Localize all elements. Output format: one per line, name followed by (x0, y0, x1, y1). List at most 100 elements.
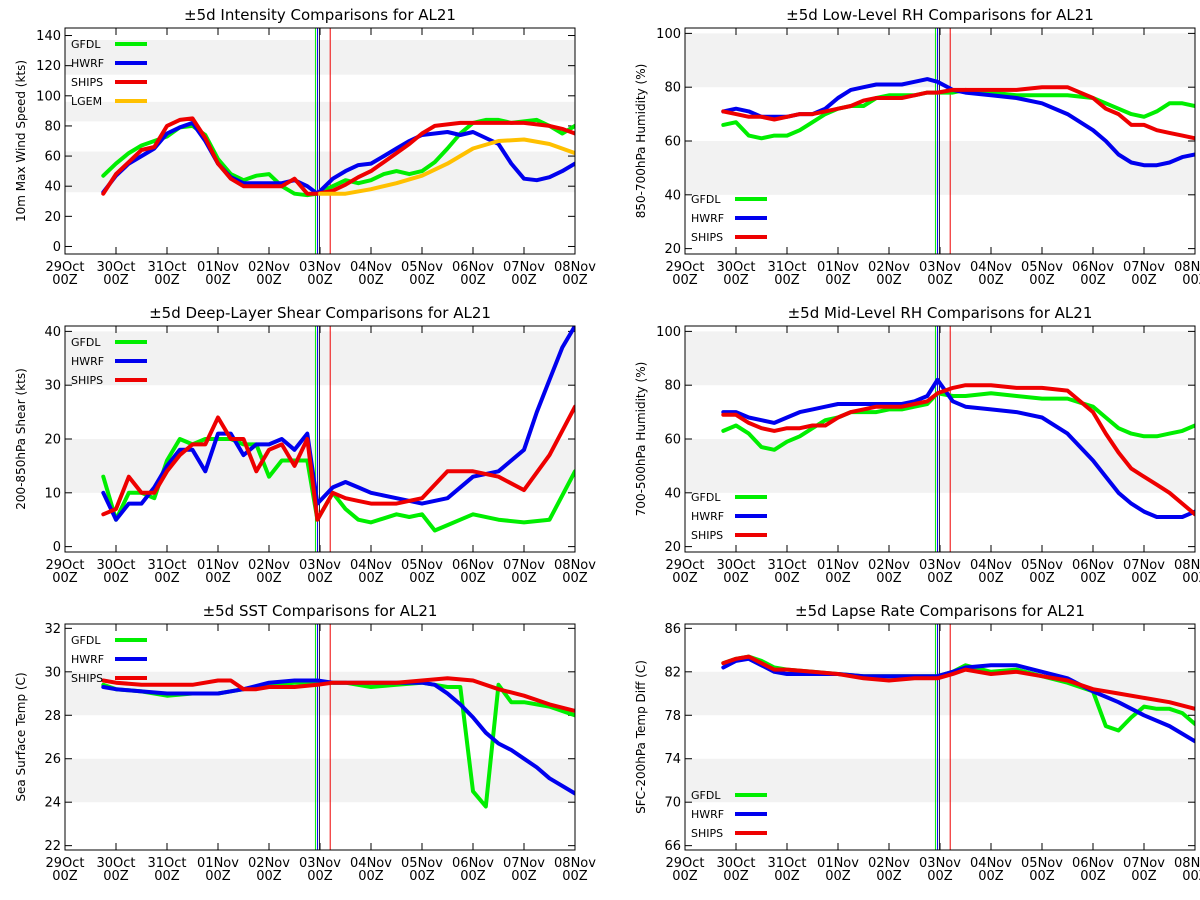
series-line-ships (721, 654, 1195, 711)
x-tick-label-date: 02Nov (868, 260, 910, 275)
y-tick-label: 0 (53, 240, 61, 255)
shade-band (65, 758, 575, 803)
x-tick-label-date: 29Oct (665, 260, 704, 275)
x-tick-label-hour: 00Z (774, 869, 800, 884)
x-tick-label-date: 30Oct (96, 856, 135, 871)
series-group (101, 116, 575, 198)
chart-intensity: ±5d Intensity Comparisons for AL21 10m Ma… (14, 6, 596, 288)
x-tick-label-date: 01Nov (197, 558, 239, 573)
chart-title: ±5d Mid-Level RH Comparisons for AL21 (788, 304, 1093, 322)
chart-title: ±5d Lapse Rate Comparisons for AL21 (795, 602, 1085, 620)
x-tick-label-hour: 00Z (723, 869, 749, 884)
x-tick-label-hour: 00Z (358, 869, 384, 884)
x-tick-label-hour: 00Z (562, 869, 588, 884)
series-line-lgem (318, 137, 575, 196)
shade-band (685, 331, 1195, 386)
series-line-ships (101, 116, 575, 196)
x-tick-label-hour: 00Z (978, 571, 1004, 586)
x-tick-label-date: 06Nov (452, 558, 494, 573)
x-tick-label-date: 05Nov (1021, 856, 1063, 871)
y-tick-label: 66 (664, 839, 681, 854)
series-group (101, 326, 575, 533)
x-tick-label-date: 02Nov (868, 558, 910, 573)
x-tick-label-date: 30Oct (96, 558, 135, 573)
y-tick-label: 40 (664, 486, 681, 501)
legend-label-hwrf: HWRF (71, 653, 104, 666)
y-axis-label: 200-850hPa Shear (kts) (14, 368, 28, 510)
y-tick-label: 40 (44, 325, 61, 340)
series-group (721, 654, 1195, 744)
plot-frame (64, 623, 576, 851)
x-tick-label-date: 31Oct (147, 856, 186, 871)
legend-label-ships: SHIPS (71, 374, 103, 387)
x-tick-label-date: 08Nov (554, 260, 596, 275)
x-tick-label-date: 04Nov (970, 260, 1012, 275)
x-tick-label-date: 01Nov (817, 558, 859, 573)
legend-label-ships: SHIPS (691, 827, 723, 840)
x-tick-label-date: 31Oct (767, 260, 806, 275)
x-tick-label-date: 06Nov (452, 260, 494, 275)
x-tick-label-hour: 00Z (103, 571, 129, 586)
plot-frame (684, 27, 1196, 255)
x-tick-label-date: 03Nov (919, 856, 961, 871)
x-tick-label-hour: 00Z (103, 273, 129, 288)
x-tick-label-date: 04Nov (970, 558, 1012, 573)
y-axis-label: SFC-200hPa Temp Diff (C) (634, 660, 648, 814)
x-tick-label-hour: 00Z (154, 273, 180, 288)
x-tick-label-hour: 00Z (1182, 273, 1200, 288)
x-tick-label-hour: 00Z (1182, 869, 1200, 884)
series-group (101, 676, 575, 809)
x-tick-label-hour: 00Z (307, 869, 333, 884)
legend-label-hwrf: HWRF (71, 355, 104, 368)
x-tick-label-date: 05Nov (401, 558, 443, 573)
x-tick-label-hour: 00Z (409, 571, 435, 586)
y-tick-label: 140 (36, 29, 61, 44)
x-tick-label-hour: 00Z (205, 273, 231, 288)
legend-label-gfdl: GFDL (71, 38, 101, 51)
x-tick-label-hour: 00Z (460, 571, 486, 586)
y-axis-label: Sea Surface Temp (C) (14, 672, 28, 801)
x-tick-label-hour: 00Z (1080, 273, 1106, 288)
x-tick-label-date: 03Nov (299, 260, 341, 275)
legend-label-ships: SHIPS (691, 231, 723, 244)
x-tick-label-date: 01Nov (817, 856, 859, 871)
x-tick-label-date: 05Nov (401, 856, 443, 871)
series-group (721, 77, 1195, 168)
y-tick-label: 100 (656, 27, 681, 42)
x-tick-label-date: 01Nov (197, 260, 239, 275)
chart-lapse: ±5d Lapse Rate Comparisons for AL21 SFC-2… (634, 602, 1200, 884)
x-tick-label-hour: 00Z (672, 571, 698, 586)
x-tick-label-date: 01Nov (197, 856, 239, 871)
plot-frame (64, 325, 576, 553)
x-tick-label-hour: 00Z (1080, 869, 1106, 884)
series-line-ships (721, 85, 1195, 141)
legend-label-hwrf: HWRF (691, 212, 724, 225)
x-tick-label-date: 06Nov (1072, 260, 1114, 275)
series-line-ships (721, 383, 1195, 517)
x-tick-label-date: 31Oct (147, 558, 186, 573)
y-tick-label: 82 (664, 665, 681, 680)
series-line-ships (101, 404, 575, 522)
x-tick-label-date: 02Nov (868, 856, 910, 871)
y-tick-label: 20 (664, 540, 681, 555)
x-tick-label-date: 08Nov (1174, 260, 1200, 275)
y-tick-label: 80 (664, 81, 681, 96)
x-tick-label-hour: 00Z (103, 869, 129, 884)
y-tick-label: 24 (44, 796, 61, 811)
x-tick-label-date: 04Nov (350, 558, 392, 573)
x-tick-label-date: 06Nov (1072, 558, 1114, 573)
legend-label-gfdl: GFDL (691, 789, 721, 802)
x-tick-label-date: 30Oct (716, 558, 755, 573)
x-tick-label-date: 29Oct (665, 558, 704, 573)
x-tick-label-hour: 00Z (927, 869, 953, 884)
y-tick-label: 100 (656, 325, 681, 340)
chart-title: ±5d Intensity Comparisons for AL21 (184, 6, 456, 24)
x-tick-label-date: 31Oct (767, 856, 806, 871)
x-tick-label-hour: 00Z (409, 273, 435, 288)
x-tick-label-date: 29Oct (665, 856, 704, 871)
x-tick-label-hour: 00Z (672, 273, 698, 288)
y-tick-label: 30 (44, 379, 61, 394)
y-tick-label: 40 (44, 180, 61, 195)
x-tick-label-date: 08Nov (1174, 558, 1200, 573)
